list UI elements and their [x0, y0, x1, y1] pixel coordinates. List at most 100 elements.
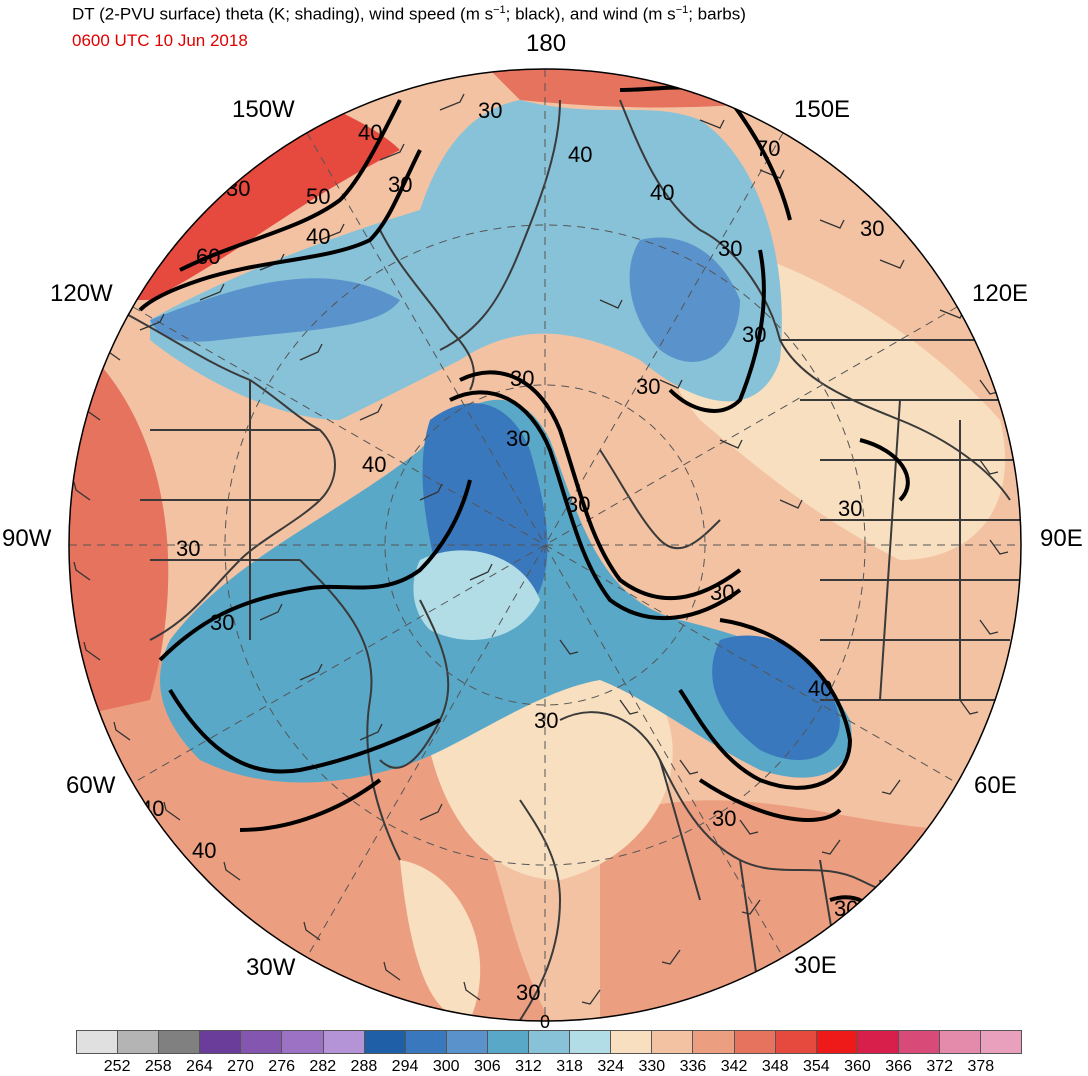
colorbar-tick-label: 324	[597, 1058, 625, 1075]
contour-label: 60	[196, 244, 220, 269]
colorbar-cell	[570, 1031, 612, 1053]
jet-contour-central	[459, 370, 742, 601]
theta-deep-canada	[150, 278, 400, 342]
colorbar-tick-label: 282	[309, 1058, 337, 1075]
colorbar-tick-label: 264	[186, 1058, 213, 1075]
colorbar-cell	[529, 1031, 571, 1053]
jet-contour-barents	[678, 618, 853, 790]
colorbar-tick-label: 312	[515, 1058, 542, 1075]
jet-contour-asia	[859, 438, 910, 502]
wind-barbs	[73, 93, 1009, 1005]
colorbar-cell	[775, 1031, 817, 1053]
contour-label: 30	[712, 806, 736, 831]
jet-contour-central-2	[449, 390, 742, 621]
colorbar	[76, 1030, 1022, 1054]
contour-label: 40	[808, 676, 832, 701]
theta-deep-barents	[712, 635, 840, 760]
lon-label-120w: 120W	[50, 280, 113, 307]
lon-label-150e: 150E	[794, 96, 851, 123]
contour-label: 40	[650, 180, 674, 205]
colorbar-tick-label: 288	[350, 1058, 378, 1075]
colorbar-cell	[487, 1031, 530, 1053]
colorbar-tick-label: 354	[802, 1058, 830, 1075]
contour-label: 30	[718, 236, 742, 261]
theta-cream-atlantic	[400, 860, 481, 1020]
colorbar-cell	[159, 1031, 201, 1053]
colorbar-cell	[652, 1031, 694, 1053]
colorbar-cell	[405, 1031, 447, 1053]
colorbar-tick-label: 366	[885, 1058, 912, 1075]
theta-hot-america	[69, 330, 169, 720]
contour-label: 30	[210, 610, 234, 635]
colorbar-tick-label: 276	[268, 1058, 295, 1075]
jet-contour-europe	[698, 778, 842, 822]
colorbar-tick-label: 318	[556, 1058, 583, 1075]
lon-label-30e: 30E	[794, 952, 837, 979]
jet-contour-pacific-inner	[179, 99, 402, 272]
colorbar-tick-label: 258	[144, 1058, 172, 1075]
colorbar-tick-label: 270	[227, 1058, 254, 1075]
contour-label: 30	[506, 426, 530, 451]
contour-label: 50	[306, 184, 330, 209]
contour-label: 40	[362, 452, 386, 477]
colorbar-cell	[77, 1031, 119, 1053]
contour-label: 30	[478, 98, 502, 123]
colorbar-cell	[323, 1031, 365, 1053]
map-disc: 30 40 50 40 30 50 40 60 70 30 30 30 30 4…	[69, 69, 1021, 1021]
colorbar-tick-label: 378	[967, 1058, 995, 1075]
colorbar-cell	[734, 1031, 776, 1053]
contour-label: 30	[710, 580, 734, 605]
theta-warm-north	[480, 69, 800, 108]
chart-title: DT (2-PVU surface) theta (K; shading), w…	[72, 4, 746, 24]
colorbar-ticks: 252 258 264 270 276 282 288 294 300 306 312 318 324 3…	[76, 1058, 1022, 1076]
lon-label-90e: 90E	[1040, 525, 1083, 552]
lon-label-30w: 30W	[246, 954, 296, 981]
colorbar-tick-label: 348	[761, 1058, 789, 1075]
lon-label-60e: 60E	[974, 772, 1017, 799]
colorbar-cell	[857, 1031, 899, 1053]
contour-label: 30	[834, 896, 858, 921]
colorbar-cell	[282, 1031, 324, 1053]
contour-label: 40	[358, 120, 382, 145]
colorbar-cell	[611, 1031, 653, 1053]
theta-warm-europe	[600, 800, 1021, 1021]
jet-contour-pacific	[138, 149, 422, 312]
contour-label: 30	[510, 366, 534, 391]
contour-label: 70	[756, 136, 780, 161]
colorbar-tick-label: 294	[391, 1058, 419, 1075]
contour-label: 30	[742, 322, 766, 347]
contour-label: 30	[636, 374, 660, 399]
lon-label-0: 0	[540, 1012, 551, 1032]
colorbar-cell	[118, 1031, 160, 1053]
jet-contour-siberia	[668, 249, 766, 413]
jet-contour-west	[158, 479, 472, 662]
theta-cool-arctic-ocean	[150, 100, 782, 420]
colorbar-tick-label: 306	[473, 1058, 501, 1075]
theta-pale-patch	[413, 550, 540, 640]
colorbar-cell	[816, 1031, 858, 1053]
contour-label: 30	[860, 216, 884, 241]
wind-speed-contours	[138, 85, 910, 922]
colorbar-tick-label: 372	[926, 1058, 954, 1075]
colorbar-cell	[939, 1031, 982, 1053]
colorbar-tick-label: 336	[679, 1058, 707, 1075]
colorbar-tick-label: 300	[432, 1058, 460, 1075]
lon-label-150w: 150W	[232, 96, 295, 123]
colorbar-cell	[200, 1031, 242, 1053]
colorbar-tick-label: 342	[720, 1058, 748, 1075]
colorbar-cell	[446, 1031, 488, 1053]
contour-label: 40	[306, 224, 330, 249]
contour-label: 40	[568, 142, 592, 167]
jet-contour-southwest	[168, 688, 441, 774]
contour-label: 30	[838, 496, 862, 521]
contour-label: 30	[176, 536, 200, 561]
contour-label: 30	[534, 708, 558, 733]
lon-label-180: 180	[526, 30, 567, 57]
contour-label: 30	[566, 492, 590, 517]
lon-label-120e: 120E	[972, 280, 1029, 307]
contour-label: 30	[516, 980, 540, 1005]
colorbar-cell	[898, 1031, 940, 1053]
contour-label: 40	[192, 838, 216, 863]
lon-label-60w: 60W	[66, 772, 116, 799]
